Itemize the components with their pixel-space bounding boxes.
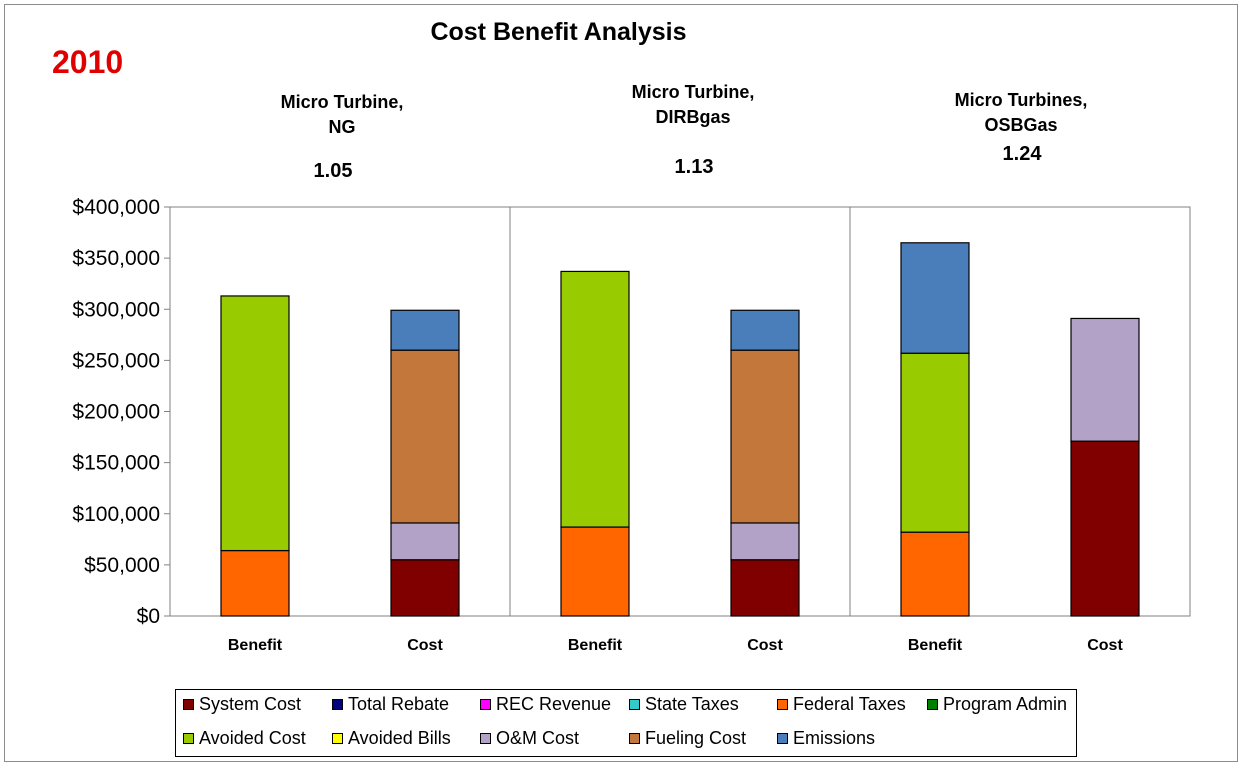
panel-title-3: Micro Turbines, OSBGas bbox=[921, 88, 1121, 138]
legend: System Cost Total Rebate REC Revenue State … bbox=[175, 689, 1077, 757]
y-tick-label: $250,000 bbox=[72, 349, 160, 372]
panel-ratio-2: 1.13 bbox=[674, 156, 714, 178]
legend-item: Federal Taxes bbox=[777, 694, 906, 715]
legend-swatch bbox=[480, 699, 491, 710]
panel-title-3-line-1: Micro Turbines, bbox=[954, 90, 1088, 110]
plot-border bbox=[169, 206, 1191, 617]
bar-segment bbox=[220, 295, 290, 552]
legend-label: Avoided Cost bbox=[199, 728, 306, 748]
x-tick-label: Benefit bbox=[228, 637, 283, 654]
bar-segment bbox=[220, 549, 290, 617]
bar-segment bbox=[1070, 317, 1140, 442]
legend-item: Total Rebate bbox=[332, 694, 449, 715]
panel-ratio-3: 1.24 bbox=[1002, 143, 1042, 165]
panel-title-1-line-2: NG bbox=[328, 117, 356, 137]
legend-item: Program Admin bbox=[927, 694, 1067, 715]
bar-segment bbox=[730, 559, 800, 617]
panel-title-2: Micro Turbine, DIRBgas bbox=[593, 80, 793, 130]
legend-label: Fueling Cost bbox=[645, 728, 747, 748]
legend-item: Avoided Bills bbox=[332, 728, 451, 749]
legend-item: Emissions bbox=[777, 728, 875, 749]
legend-swatch bbox=[777, 733, 788, 744]
legend-swatch bbox=[629, 699, 640, 710]
legend-item: Fueling Cost bbox=[629, 728, 746, 749]
bar-segment bbox=[390, 309, 460, 351]
legend-swatch bbox=[629, 733, 640, 744]
legend-swatch bbox=[183, 733, 194, 744]
year-label: 2010 bbox=[52, 44, 124, 80]
bar-segment bbox=[390, 559, 460, 617]
bar-segment bbox=[730, 522, 800, 561]
y-tick-label: $350,000 bbox=[72, 247, 160, 270]
y-tick-label: $200,000 bbox=[72, 401, 160, 424]
bar-segment bbox=[560, 270, 630, 528]
y-tick-label: $300,000 bbox=[72, 298, 160, 321]
bar-segment bbox=[900, 242, 970, 354]
bar-segment bbox=[560, 526, 630, 617]
legend-swatch bbox=[183, 699, 194, 710]
bar-segment bbox=[1070, 440, 1140, 617]
bar-segment bbox=[900, 352, 970, 533]
bar-segment bbox=[390, 349, 460, 524]
legend-label: O&M Cost bbox=[496, 728, 580, 748]
y-tick-label: $50,000 bbox=[84, 554, 160, 577]
legend-label: System Cost bbox=[199, 694, 302, 714]
legend-label: Total Rebate bbox=[348, 694, 450, 714]
panel-title-2-line-1: Micro Turbine, bbox=[631, 82, 755, 102]
panel-title-1: Micro Turbine, NG bbox=[242, 90, 442, 140]
bar-segment bbox=[730, 349, 800, 524]
y-tick-label: $0 bbox=[137, 605, 160, 628]
y-tick-label: $400,000 bbox=[72, 196, 160, 219]
panel-title-1-line-1: Micro Turbine, bbox=[280, 92, 404, 112]
panel-ratio-1: 1.05 bbox=[313, 160, 353, 182]
legend-label: Emissions bbox=[793, 728, 876, 748]
legend-item: Avoided Cost bbox=[183, 728, 306, 749]
x-tick-label: Benefit bbox=[908, 637, 963, 654]
legend-swatch bbox=[927, 699, 938, 710]
panel-title-3-line-2: OSBGas bbox=[984, 115, 1058, 135]
legend-label: Avoided Bills bbox=[348, 728, 451, 748]
legend-label: Federal Taxes bbox=[793, 694, 906, 714]
bar-segment bbox=[900, 531, 970, 617]
legend-item: O&M Cost bbox=[480, 728, 579, 749]
legend-label: Program Admin bbox=[943, 694, 1068, 714]
x-tick-label: Benefit bbox=[568, 637, 623, 654]
x-tick-label: Cost bbox=[747, 637, 783, 654]
bar-segment bbox=[730, 309, 800, 351]
legend-swatch bbox=[332, 733, 343, 744]
chart-title: Cost Benefit Analysis bbox=[430, 18, 687, 46]
legend-item: State Taxes bbox=[629, 694, 739, 715]
bar-segment bbox=[390, 522, 460, 561]
legend-item: System Cost bbox=[183, 694, 301, 715]
legend-swatch bbox=[480, 733, 491, 744]
legend-swatch bbox=[777, 699, 788, 710]
y-tick-label: $150,000 bbox=[72, 452, 160, 475]
x-tick-label: Cost bbox=[407, 637, 443, 654]
legend-label: State Taxes bbox=[645, 694, 739, 714]
legend-item: REC Revenue bbox=[480, 694, 611, 715]
x-tick-label: Cost bbox=[1087, 637, 1123, 654]
panel-title-2-line-2: DIRBgas bbox=[655, 107, 731, 127]
legend-label: REC Revenue bbox=[496, 694, 612, 714]
legend-swatch bbox=[332, 699, 343, 710]
y-tick-label: $100,000 bbox=[72, 503, 160, 526]
